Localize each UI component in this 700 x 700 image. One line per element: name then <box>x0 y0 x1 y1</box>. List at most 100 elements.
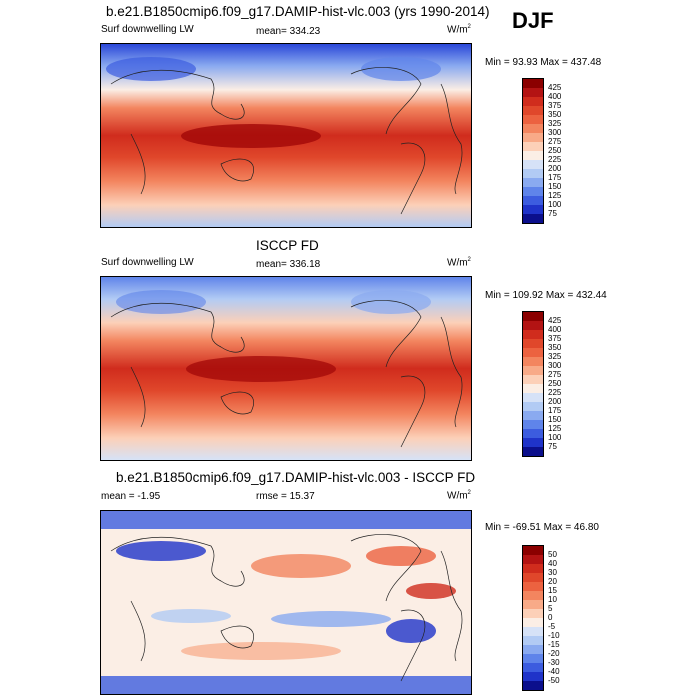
colorbar-tick-label: 10 <box>548 595 557 604</box>
bias-neg-2 <box>271 611 391 627</box>
colorbar-tick-label: 150 <box>548 182 562 191</box>
colorbar-segment <box>523 384 543 393</box>
panel2-map <box>100 276 472 461</box>
bias-pos-1 <box>251 554 351 578</box>
colorbar-tick-label: 275 <box>548 137 562 146</box>
colorbar-segment <box>523 214 543 223</box>
colorbar-segment <box>523 169 543 178</box>
panel2-mean-label: mean= 336.18 <box>256 259 321 270</box>
colorbar-tick-label: 350 <box>548 110 562 119</box>
panel3-rmse-label: rmse = 15.37 <box>256 491 315 502</box>
bias-pos-2 <box>366 546 436 566</box>
colorbar-tick-label: 375 <box>548 101 562 110</box>
colorbar-tick-label: 200 <box>548 397 562 406</box>
colorbar-segment <box>523 97 543 106</box>
colorbar-tick-label: 75 <box>548 442 557 451</box>
panel1-colorbar <box>522 78 544 224</box>
panel1-mean-label: mean= 334.23 <box>256 26 321 37</box>
colorbar-tick-label: 300 <box>548 361 562 370</box>
colorbar-segment <box>523 178 543 187</box>
panel2-minmax: Min = 109.92 Max = 432.44 <box>485 290 607 301</box>
colorbar-tick-label: 275 <box>548 370 562 379</box>
colorbar-segment <box>523 564 543 573</box>
colorbar-segment <box>523 438 543 447</box>
colorbar-tick-label: 400 <box>548 325 562 334</box>
colorbar-tick-label: 425 <box>548 316 562 325</box>
cold-region-asia <box>116 290 206 314</box>
colorbar-tick-label: 300 <box>548 128 562 137</box>
polar-north-band <box>101 511 471 529</box>
colorbar-segment <box>523 636 543 645</box>
panel1-title: b.e21.B1850cmip6.f09_g17.DAMIP-hist-vlc.… <box>106 4 490 19</box>
colorbar-segment <box>523 618 543 627</box>
colorbar-segment <box>523 402 543 411</box>
colorbar-segment <box>523 555 543 564</box>
colorbar-tick-label: 50 <box>548 550 557 559</box>
bias-neg-3 <box>151 609 231 623</box>
panel3-colorbar <box>522 545 544 691</box>
colorbar-segment <box>523 591 543 600</box>
colorbar-segment <box>523 609 543 618</box>
panel3-title: b.e21.B1850cmip6.f09_g17.DAMIP-hist-vlc.… <box>116 470 476 485</box>
colorbar-tick-label: 5 <box>548 604 553 613</box>
colorbar-tick-label: 250 <box>548 379 562 388</box>
panel1-minmax: Min = 93.93 Max = 437.48 <box>485 57 602 68</box>
colorbar-tick-label: -5 <box>548 622 556 631</box>
season-label: DJF <box>512 8 554 33</box>
colorbar-tick-label: 225 <box>548 155 562 164</box>
panel1-units: W/m2 <box>447 24 471 36</box>
colorbar-segment <box>523 160 543 169</box>
colorbar-segment <box>523 187 543 196</box>
colorbar-segment <box>523 429 543 438</box>
colorbar-segment <box>523 645 543 654</box>
panel3-map-svg <box>101 511 471 694</box>
cold-region-na <box>361 57 441 81</box>
colorbar-tick-label: 0 <box>548 613 553 622</box>
colorbar-tick-label: 200 <box>548 164 562 173</box>
colorbar-segment <box>523 88 543 97</box>
colorbar-tick-label: 325 <box>548 352 562 361</box>
colorbar-tick-label: 400 <box>548 92 562 101</box>
colorbar-segment <box>523 151 543 160</box>
colorbar-tick-label: 175 <box>548 173 562 182</box>
colorbar-tick-label: -50 <box>548 676 560 685</box>
colorbar-tick-label: 20 <box>548 577 557 586</box>
colorbar-segment <box>523 330 543 339</box>
colorbar-segment <box>523 321 543 330</box>
colorbar-segment <box>523 79 543 88</box>
colorbar-segment <box>523 357 543 366</box>
panel3-mean-label: mean = -1.95 <box>101 491 161 502</box>
bias-neg-1 <box>116 541 206 561</box>
panel1-map-svg <box>101 44 471 227</box>
colorbar-segment <box>523 133 543 142</box>
colorbar-segment <box>523 627 543 636</box>
colorbar-segment <box>523 348 543 357</box>
colorbar-tick-label: -15 <box>548 640 560 649</box>
colorbar-tick-label: 225 <box>548 388 562 397</box>
bias-pos-3 <box>406 583 456 599</box>
colorbar-tick-label: 125 <box>548 191 562 200</box>
colorbar-segment <box>523 654 543 663</box>
colorbar-tick-label: 425 <box>548 83 562 92</box>
colorbar-tick-label: -10 <box>548 631 560 640</box>
panel3-map <box>100 510 472 695</box>
warm-pool-core <box>181 124 321 148</box>
colorbar-segment <box>523 205 543 214</box>
panel2-map-svg <box>101 277 471 460</box>
panel2-units: W/m2 <box>447 257 471 269</box>
colorbar-tick-label: 30 <box>548 568 557 577</box>
colorbar-segment <box>523 339 543 348</box>
colorbar-segment <box>523 573 543 582</box>
bias-pos-4 <box>181 642 341 660</box>
colorbar-segment <box>523 447 543 456</box>
colorbar-tick-label: 150 <box>548 415 562 424</box>
colorbar-tick-label: 100 <box>548 200 562 209</box>
colorbar-segment <box>523 663 543 672</box>
panel3-units: W/m2 <box>447 490 471 502</box>
colorbar-segment <box>523 142 543 151</box>
panel1-map <box>100 43 472 228</box>
colorbar-segment <box>523 124 543 133</box>
bias-neg-4 <box>386 619 436 643</box>
colorbar-segment <box>523 582 543 591</box>
colorbar-segment <box>523 681 543 690</box>
